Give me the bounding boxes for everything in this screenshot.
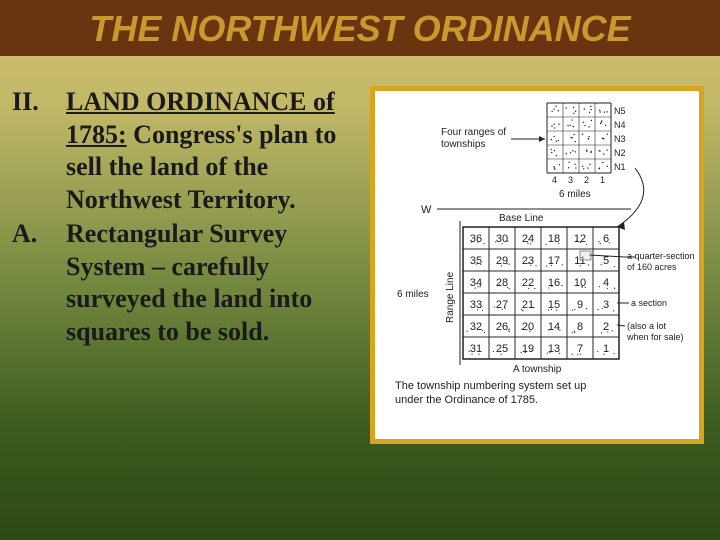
svg-text:7: 7: [577, 343, 583, 355]
svg-text:30: 30: [496, 233, 508, 245]
svg-text:6 miles: 6 miles: [559, 189, 591, 200]
svg-text:2: 2: [603, 321, 609, 333]
svg-text:19: 19: [522, 343, 534, 355]
svg-text:Range Line: Range Line: [445, 271, 456, 323]
svg-text:3: 3: [603, 299, 609, 311]
svg-text:under the Ordinance of 1785.: under the Ordinance of 1785.: [395, 394, 538, 406]
svg-text:12: 12: [574, 233, 586, 245]
svg-text:6: 6: [603, 233, 609, 245]
slide-title: THE NORTHWEST ORDINANCE: [0, 8, 720, 50]
svg-text:4: 4: [552, 175, 557, 185]
svg-text:Base Line: Base Line: [499, 213, 544, 224]
outline-label-ii: II.: [12, 86, 66, 216]
svg-text:20: 20: [522, 321, 534, 333]
svg-text:N2: N2: [614, 148, 626, 158]
svg-text:3: 3: [568, 175, 573, 185]
svg-text:N5: N5: [614, 106, 626, 116]
outline-body-ii: LAND ORDINANCE of 1785: Congress's plan …: [66, 86, 362, 216]
svg-text:9: 9: [577, 299, 583, 311]
svg-text:22: 22: [522, 277, 534, 289]
svg-text:2: 2: [584, 175, 589, 185]
svg-text:N3: N3: [614, 134, 626, 144]
svg-text:Four ranges of: Four ranges of: [441, 127, 506, 138]
svg-text:26: 26: [496, 321, 508, 333]
svg-text:The township numbering system: The township numbering system set up: [395, 380, 586, 392]
svg-text:16: 16: [548, 277, 560, 289]
slide: THE NORTHWEST ORDINANCE II. LAND ORDINAN…: [0, 0, 720, 540]
svg-text:14: 14: [548, 321, 560, 333]
svg-text:29: 29: [496, 255, 508, 267]
outline-body-a: Rectangular Survey System – carefully su…: [66, 218, 362, 348]
svg-text:(also a lot: (also a lot: [627, 321, 667, 331]
svg-text:21: 21: [522, 299, 534, 311]
outline-label-a: A.: [12, 218, 66, 348]
diagram-column: N5N4N3N2N14321Four ranges oftownships6 m…: [370, 86, 704, 444]
svg-text:15: 15: [548, 299, 560, 311]
svg-text:23: 23: [522, 255, 534, 267]
svg-text:W: W: [421, 204, 432, 216]
svg-text:5: 5: [603, 255, 609, 267]
svg-text:when for sale): when for sale): [626, 332, 684, 342]
svg-text:33: 33: [470, 299, 482, 311]
svg-text:25: 25: [496, 343, 508, 355]
svg-text:10: 10: [574, 277, 586, 289]
svg-text:townships: townships: [441, 139, 485, 150]
svg-text:28: 28: [496, 277, 508, 289]
svg-text:17: 17: [548, 255, 560, 267]
svg-text:a quarter-section: a quarter-section: [627, 251, 695, 261]
svg-text:32: 32: [470, 321, 482, 333]
svg-text:A township: A township: [513, 364, 562, 375]
outline-item-ii: II. LAND ORDINANCE of 1785: Congress's p…: [12, 86, 362, 216]
svg-text:of 160 acres: of 160 acres: [627, 262, 677, 272]
diagram-frame: N5N4N3N2N14321Four ranges oftownships6 m…: [370, 86, 704, 444]
township-diagram: N5N4N3N2N14321Four ranges oftownships6 m…: [379, 97, 695, 437]
outline-item-a: A. Rectangular Survey System – carefully…: [12, 218, 362, 348]
svg-text:6 miles: 6 miles: [397, 289, 429, 300]
svg-text:31: 31: [470, 343, 482, 355]
svg-text:8: 8: [577, 321, 583, 333]
content-area: II. LAND ORDINANCE of 1785: Congress's p…: [0, 56, 720, 444]
outline-text: II. LAND ORDINANCE of 1785: Congress's p…: [12, 86, 362, 444]
svg-text:35: 35: [470, 255, 482, 267]
svg-text:N1: N1: [614, 162, 626, 172]
title-bar: THE NORTHWEST ORDINANCE: [0, 0, 720, 56]
svg-text:36: 36: [470, 233, 482, 245]
svg-text:a section: a section: [631, 298, 667, 308]
svg-text:4: 4: [603, 277, 609, 289]
svg-text:1: 1: [600, 175, 605, 185]
svg-text:13: 13: [548, 343, 560, 355]
svg-text:1: 1: [603, 343, 609, 355]
svg-text:N4: N4: [614, 120, 626, 130]
